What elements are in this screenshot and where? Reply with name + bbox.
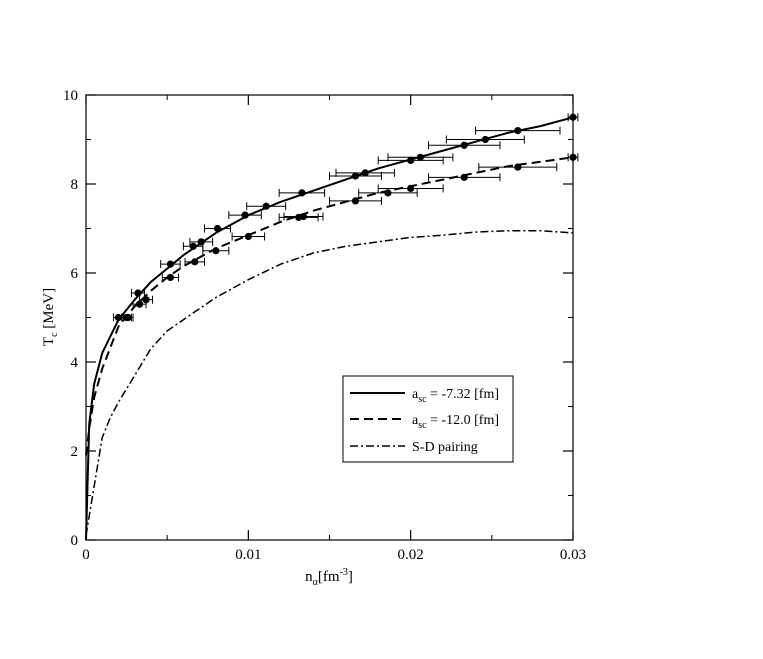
y-tick-label: 4 bbox=[71, 355, 79, 371]
x-tick-label: 0 bbox=[82, 547, 90, 563]
x-tick-label: 0.01 bbox=[235, 547, 261, 563]
data-point bbox=[299, 212, 308, 221]
data-point bbox=[189, 242, 197, 250]
x-tick-label: 0.02 bbox=[398, 547, 424, 563]
data-point bbox=[166, 273, 175, 282]
data-point bbox=[166, 260, 175, 268]
data-point bbox=[460, 173, 468, 181]
data-point bbox=[384, 189, 392, 197]
y-axis-label: Tc [MeV] bbox=[41, 288, 60, 346]
series-3-line bbox=[85, 229, 574, 536]
data-point bbox=[514, 127, 522, 135]
series-markers bbox=[113, 113, 579, 322]
data-point bbox=[135, 300, 144, 308]
series-lines bbox=[85, 116, 574, 541]
data-point bbox=[569, 153, 577, 161]
plot-frame bbox=[85, 94, 574, 541]
tick-labels: 0 0.01 0.02 0.03 0 2 4 6 8 10 bbox=[63, 88, 586, 563]
data-point bbox=[191, 258, 199, 266]
legend-label-series-3: S-D pairing bbox=[412, 440, 478, 455]
ticks bbox=[85, 94, 574, 541]
x-axis-label: nα[fm-3] bbox=[305, 567, 353, 588]
data-point bbox=[460, 141, 468, 149]
data-point bbox=[407, 156, 415, 165]
y-tick-label: 8 bbox=[71, 177, 79, 193]
data-point bbox=[298, 189, 306, 197]
data-point bbox=[241, 211, 249, 219]
data-point bbox=[124, 313, 132, 322]
data-point bbox=[416, 153, 425, 161]
y-tick-label: 2 bbox=[71, 444, 79, 460]
x-tick-label: 0.03 bbox=[560, 547, 586, 563]
series-1-line bbox=[85, 116, 574, 541]
data-point bbox=[197, 238, 205, 246]
data-point bbox=[407, 184, 415, 193]
data-point bbox=[481, 135, 489, 144]
legend: asc = -7.32 [fm] asc = -12.0 [fm] S-D pa… bbox=[342, 375, 514, 463]
data-point bbox=[351, 172, 360, 180]
data-point bbox=[134, 289, 142, 297]
data-point bbox=[212, 247, 220, 255]
data-point bbox=[514, 163, 522, 171]
y-tick-label: 0 bbox=[71, 533, 79, 549]
data-point bbox=[351, 197, 360, 205]
data-point bbox=[569, 113, 577, 121]
data-point bbox=[213, 224, 222, 233]
data-point bbox=[244, 232, 252, 241]
y-tick-label: 10 bbox=[63, 88, 78, 104]
data-point bbox=[114, 313, 123, 322]
data-point bbox=[262, 202, 270, 210]
legend-label-series-2: asc = -12.0 [fm] bbox=[412, 413, 499, 431]
y-tick-label: 6 bbox=[71, 266, 79, 282]
data-point bbox=[142, 296, 150, 304]
data-point bbox=[361, 169, 369, 177]
legend-label-series-1: asc = -7.32 [fm] bbox=[412, 387, 499, 405]
